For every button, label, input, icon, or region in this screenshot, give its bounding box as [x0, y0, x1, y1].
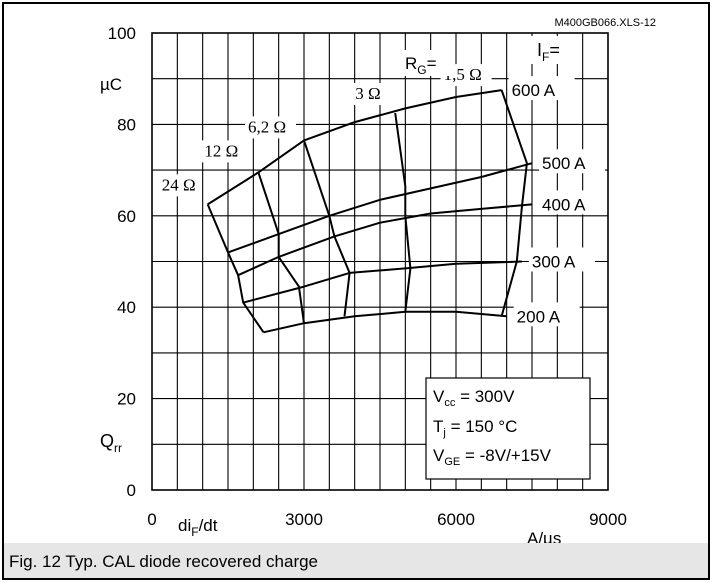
series-label: 600 A — [512, 81, 556, 100]
series-label-bg — [539, 149, 605, 174]
series-line-if — [242, 260, 522, 304]
y-tick-label: 40 — [117, 298, 136, 317]
rg-label-bg — [245, 116, 296, 139]
rg-label: 3 Ω — [355, 84, 380, 103]
rg-line — [257, 172, 305, 324]
rg-line — [206, 204, 265, 333]
rg-label-bg — [352, 82, 386, 105]
series-label: 500 A — [542, 154, 586, 173]
plot-area — [151, 32, 609, 491]
rg-label-bg — [158, 174, 201, 197]
if-header: IF= — [529, 36, 579, 64]
series-label-bg — [528, 247, 595, 272]
y-tick-label: 0 — [127, 481, 136, 500]
series-line-if — [237, 203, 533, 277]
series-label-bg — [539, 190, 605, 215]
y-tick-label: 20 — [117, 390, 136, 409]
x-tick-label: 3000 — [285, 510, 323, 529]
series-label-bg — [508, 76, 575, 101]
y-axis-label: Qrr — [96, 426, 136, 455]
y-tick-label: 100 — [108, 24, 136, 43]
conditions-box: Vcc = 300V Tj = 150 °C VGE = -8V/+15V — [425, 377, 591, 480]
x-tick-label: 0 — [147, 510, 156, 529]
series-label: 200 A — [517, 307, 561, 326]
y-unit: µC — [100, 75, 122, 94]
rg-label-bg — [201, 140, 244, 163]
condition-tj: Tj = 150 °C — [433, 417, 517, 439]
rg-header: RG= — [401, 50, 453, 77]
condition-vge: VGE = -8V/+15V — [433, 446, 552, 468]
x-tick-label: 9000 — [589, 510, 627, 529]
rg-line — [500, 89, 528, 317]
series-label-bg — [513, 302, 580, 327]
y-tick-label: 80 — [117, 115, 136, 134]
rg-label: 6,2 Ω — [248, 117, 286, 136]
x-axis-label: diF/dt — [178, 516, 218, 539]
labels-group: 0 20 40 60 80 100 0 3000 6000 9000 600 A 500 A 400 A… — [108, 24, 627, 529]
series-group — [206, 89, 533, 334]
series-line-if — [263, 310, 507, 334]
rg-label: 24 Ω — [162, 175, 196, 194]
x-tick-label: 6000 — [437, 510, 475, 529]
file-id: M400GB066.XLS-12 — [554, 17, 656, 29]
series-label: 300 A — [532, 253, 576, 272]
series-label: 400 A — [542, 195, 586, 214]
rg-header-text: RG= — [405, 54, 437, 77]
rg-label-bg — [440, 64, 492, 87]
rg-label: 1,5 Ω — [444, 65, 482, 84]
y-tick-label: 60 — [117, 207, 136, 226]
rg-line — [303, 140, 351, 317]
figure-caption: Fig. 12 Typ. CAL diode recovered charge — [4, 543, 708, 578]
rg-label: 12 Ω — [204, 141, 238, 160]
rg-line — [394, 112, 412, 312]
